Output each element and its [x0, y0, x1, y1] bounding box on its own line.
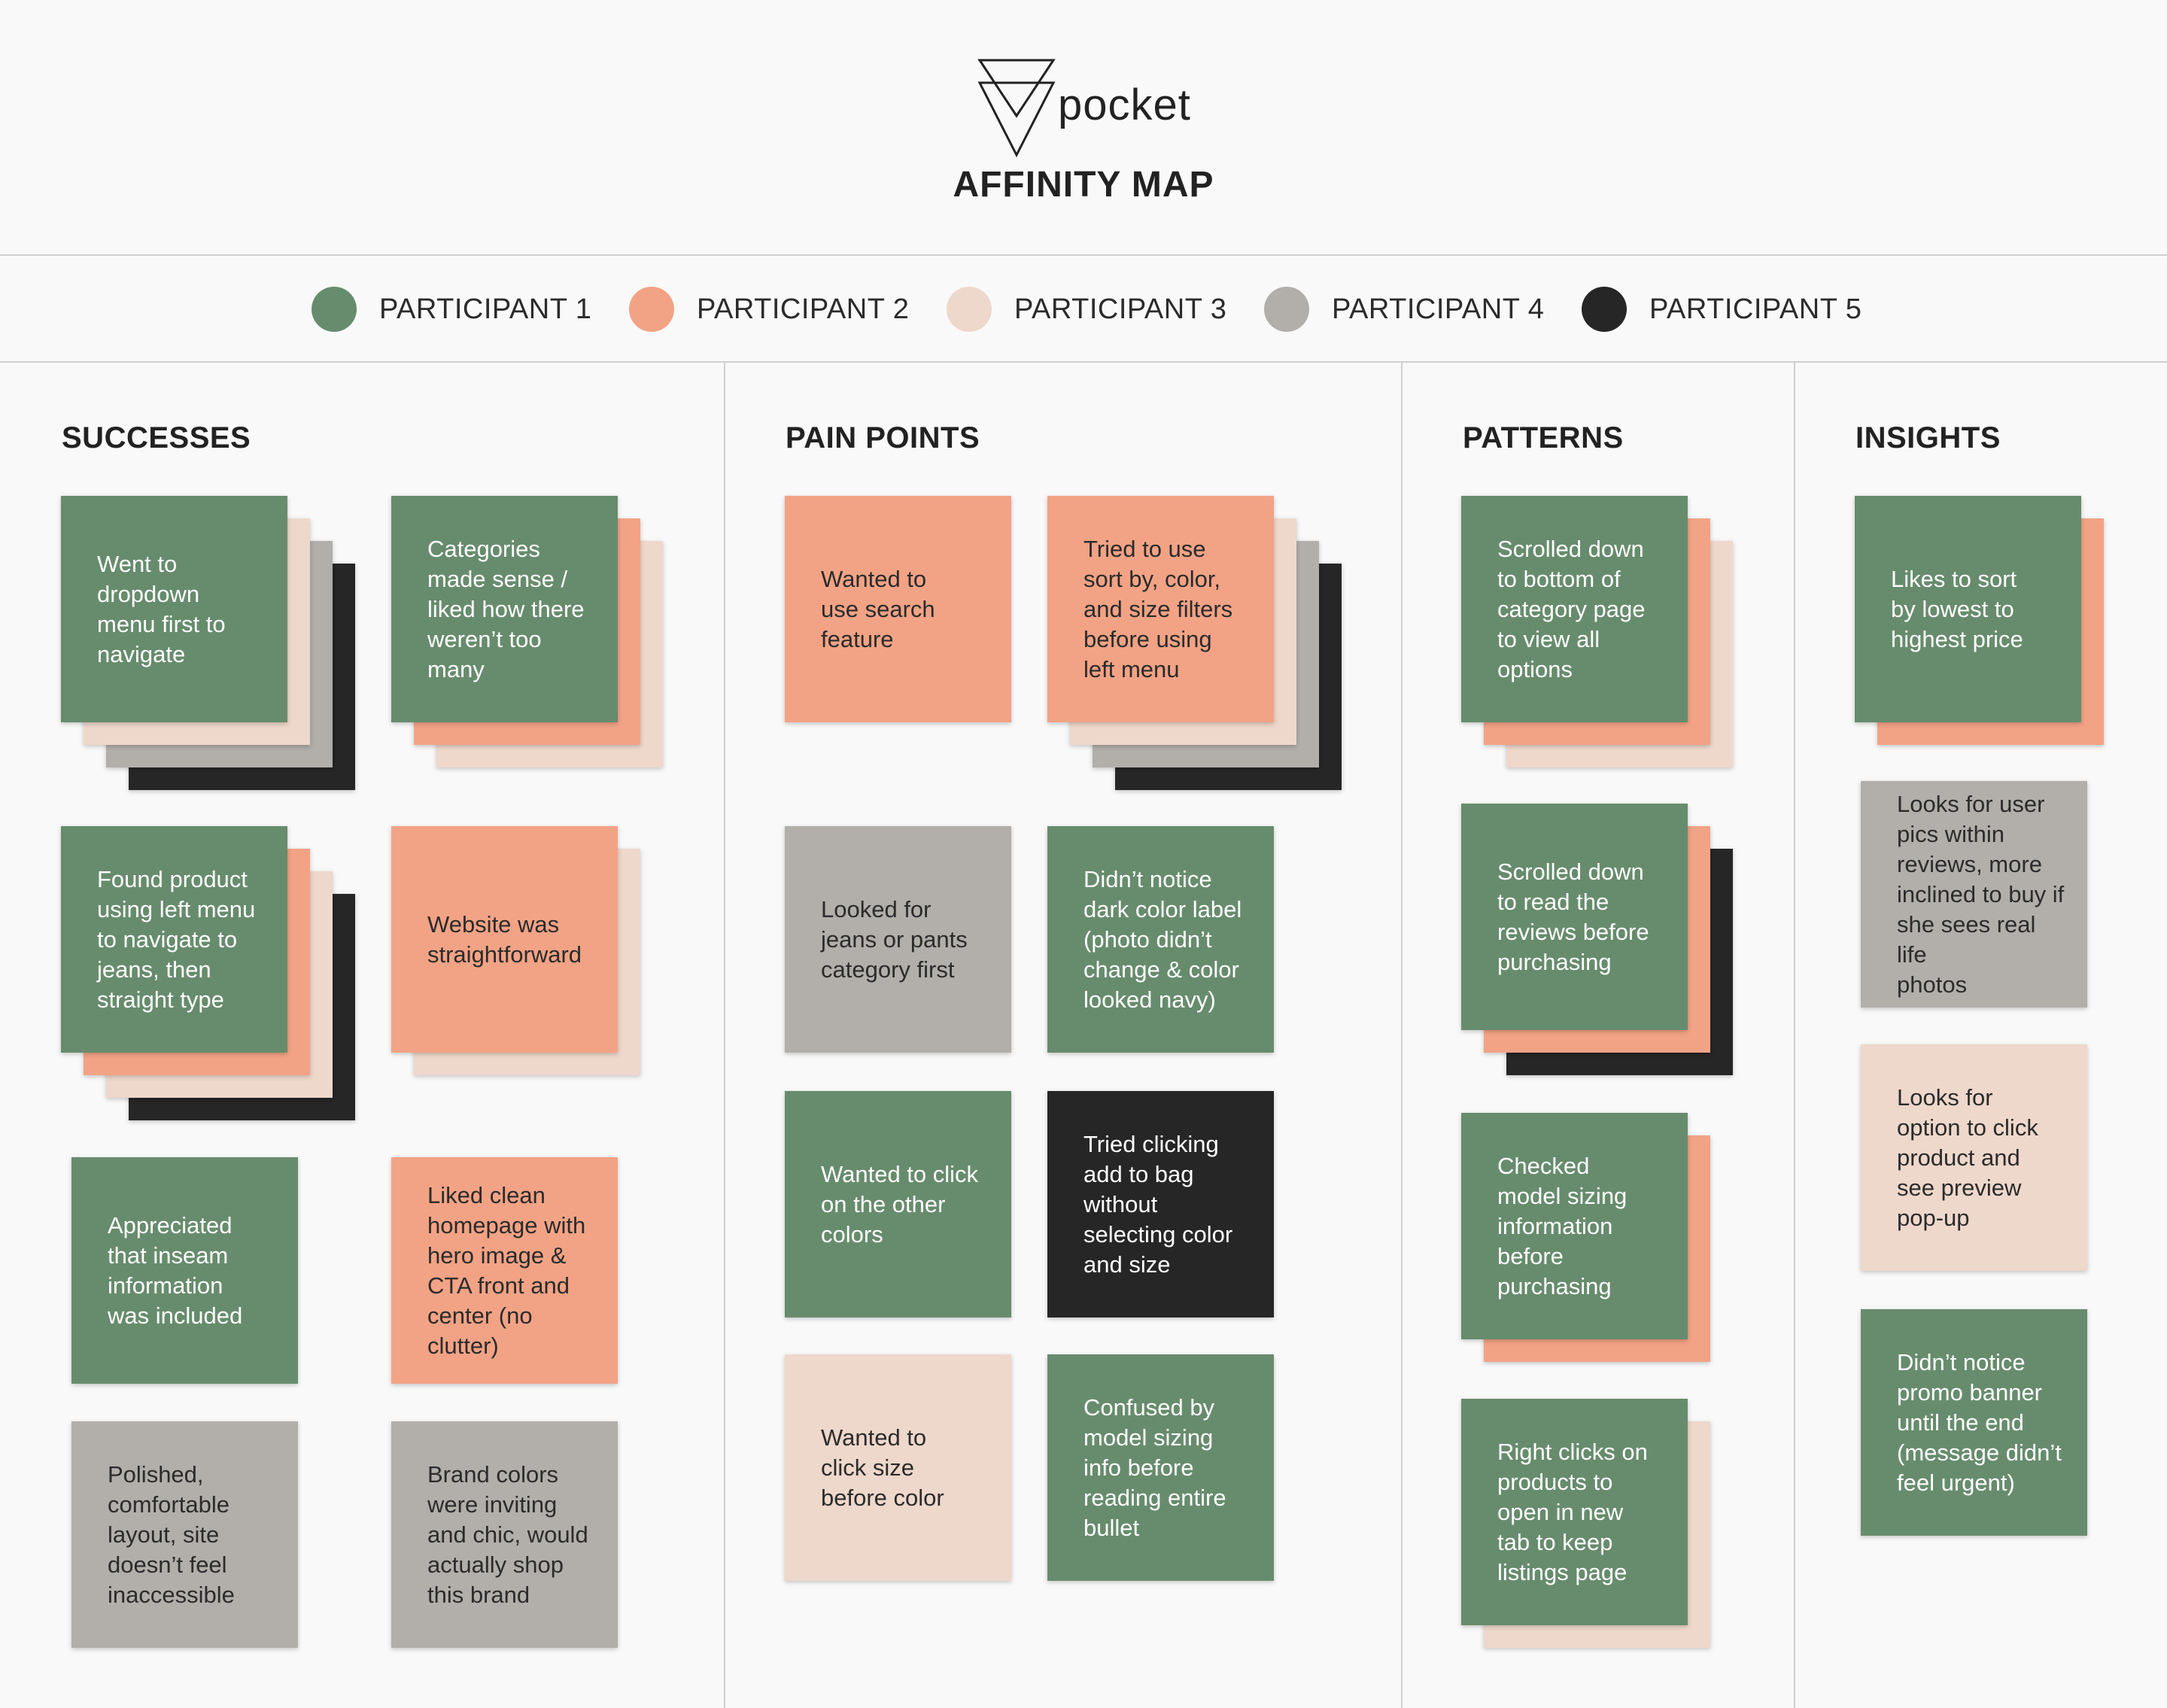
legend-item-participant-3: PARTICIPANT 3 [947, 286, 1226, 333]
sticky-note-text: Wanted to use search feature [821, 565, 935, 652]
sticky-note[interactable]: Polished, comfortable layout, site doesn… [71, 1421, 298, 1648]
sticky-note[interactable]: Brand colors were inviting and chic, wou… [391, 1421, 618, 1648]
column-divider [1401, 362, 1403, 1708]
pocket-logo: pocket [975, 57, 1201, 160]
sticky-note[interactable]: Scrolled down to read the reviews before… [1461, 804, 1688, 1030]
column-title-pain-points: PAIN POINTS [786, 421, 980, 454]
sticky-note[interactable]: Didn’t notice dark color label (photo di… [1047, 826, 1274, 1053]
sticky-note-text: Polished, comfortable layout, site doesn… [108, 1460, 235, 1608]
sticky-note-text: Checked model sizing information before … [1497, 1152, 1628, 1299]
sticky-note[interactable]: Scrolled down to bottom of category page… [1461, 496, 1688, 722]
sticky-note-text: Confused by model sizing info before rea… [1084, 1393, 1226, 1541]
sticky-note[interactable]: Categories made sense / liked how there … [391, 496, 618, 722]
legend-item-participant-4: PARTICIPANT 4 [1264, 286, 1544, 333]
sticky-note-text: Likes to sort by lowest to highest price [1891, 565, 2023, 652]
sticky-note-text: Appreciated that inseam information was … [108, 1211, 243, 1329]
sticky-note-text: Looked for jeans or pants category first [821, 895, 968, 983]
sticky-note[interactable]: Likes to sort by lowest to highest price [1855, 496, 2081, 722]
sticky-note-text: Categories made sense / liked how there … [427, 535, 585, 682]
sticky-note-text: Tried clicking add to bag without select… [1084, 1130, 1233, 1278]
sticky-note[interactable]: Found product using left menu to navigat… [61, 826, 287, 1053]
sticky-note-text: Wanted to click size before color [821, 1424, 944, 1511]
column-divider [1794, 362, 1795, 1708]
sticky-note-text: Brand colors were inviting and chic, wou… [427, 1460, 588, 1608]
legend-label: PARTICIPANT 2 [697, 293, 910, 325]
legend-label: PARTICIPANT 3 [1014, 293, 1227, 325]
legend-dot [629, 287, 674, 332]
sticky-note[interactable]: Looked for jeans or pants category first [785, 826, 1011, 1053]
legend-item-participant-1: PARTICIPANT 1 [312, 286, 591, 333]
sticky-note-text: Scrolled down to bottom of category page… [1497, 535, 1646, 682]
sticky-note[interactable]: Website was straightforward [391, 826, 618, 1053]
sticky-note-text: Found product using left menu to navigat… [97, 865, 256, 1013]
sticky-note-text: Looks for user pics within reviews, more… [1897, 790, 2065, 998]
sticky-note-text: Looks for option to click product and se… [1897, 1083, 2038, 1231]
sticky-note[interactable]: Looks for user pics within reviews, more… [1861, 781, 2087, 1007]
sticky-note[interactable]: Went to dropdown menu first to navigate [61, 496, 287, 722]
column-title-patterns: PATTERNS [1463, 421, 1624, 454]
header: pocket AFFINITY MAP [0, 0, 2167, 254]
legend-item-participant-2: PARTICIPANT 2 [629, 286, 909, 333]
legend-dot [1264, 287, 1309, 332]
sticky-note-text: Didn’t notice promo banner until the end… [1897, 1348, 2062, 1496]
sticky-note-text: Tried to use sort by, color, and size fi… [1084, 535, 1233, 682]
legend-label: PARTICIPANT 5 [1649, 293, 1862, 325]
legend-dot [947, 287, 992, 332]
sticky-note-text: Went to dropdown menu first to navigate [97, 550, 226, 667]
sticky-note-text: Right clicks on products to open in new … [1497, 1438, 1648, 1585]
participant-legend: PARTICIPANT 1 PARTICIPANT 2 PARTICIPANT … [0, 256, 2167, 361]
sticky-note-text: Website was straightforward [427, 910, 582, 968]
sticky-note[interactable]: Checked model sizing information before … [1461, 1113, 1688, 1339]
sticky-note[interactable]: Appreciated that inseam information was … [71, 1157, 298, 1384]
column-title-successes: SUCCESSES [62, 421, 251, 454]
sticky-note[interactable]: Tried to use sort by, color, and size fi… [1047, 496, 1274, 722]
legend-dot [312, 287, 357, 332]
legend-label: PARTICIPANT 4 [1332, 293, 1545, 325]
sticky-note[interactable]: Looks for option to click product and se… [1861, 1044, 2087, 1271]
header-divider [0, 254, 2167, 256]
sticky-note-text: Didn’t notice dark color label (photo di… [1084, 865, 1242, 1013]
sticky-note[interactable]: Didn’t notice promo banner until the end… [1861, 1309, 2087, 1536]
triangle-logo-icon [977, 59, 1056, 158]
sticky-note[interactable]: Wanted to use search feature [785, 496, 1011, 722]
sticky-note[interactable]: Tried clicking add to bag without select… [1047, 1091, 1274, 1317]
legend-divider [0, 361, 2167, 363]
logo-text: pocket [1058, 81, 1191, 129]
column-title-insights: INSIGHTS [1855, 421, 2001, 454]
page-title: AFFINITY MAP [953, 165, 1214, 205]
legend-dot [1582, 287, 1627, 332]
sticky-note-text: Scrolled down to read the reviews before… [1497, 858, 1649, 975]
sticky-note-text: Liked clean homepage with hero image & C… [427, 1181, 586, 1359]
legend-label: PARTICIPANT 1 [379, 293, 592, 325]
sticky-note[interactable]: Wanted to click on the other colors [785, 1091, 1011, 1317]
sticky-note-text: Wanted to click on the other colors [821, 1160, 979, 1248]
column-divider [724, 362, 725, 1708]
sticky-note[interactable]: Right clicks on products to open in new … [1461, 1399, 1688, 1625]
sticky-note[interactable]: Wanted to click size before color [785, 1354, 1011, 1581]
sticky-note[interactable]: Liked clean homepage with hero image & C… [391, 1157, 618, 1384]
legend-item-participant-5: PARTICIPANT 5 [1582, 286, 1862, 333]
sticky-note[interactable]: Confused by model sizing info before rea… [1047, 1354, 1274, 1581]
